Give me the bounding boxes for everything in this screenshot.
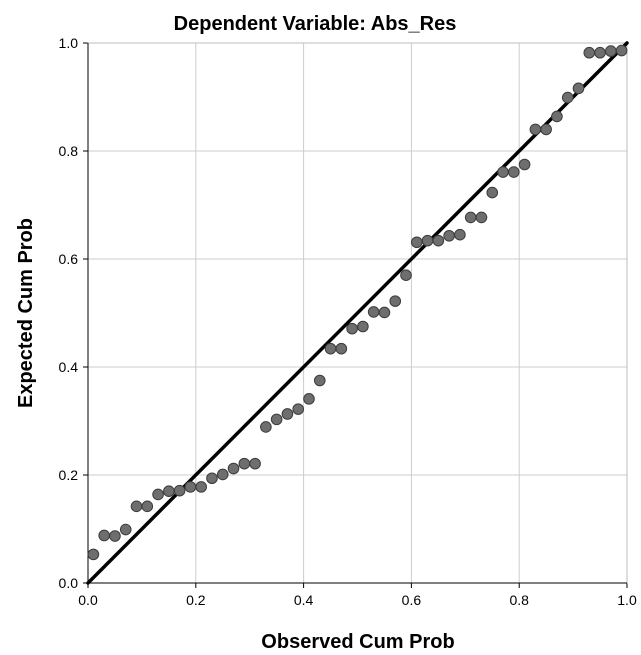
data-point bbox=[443, 229, 455, 242]
data-point bbox=[184, 481, 197, 493]
data-point bbox=[87, 548, 100, 561]
data-point bbox=[518, 158, 531, 171]
data-point bbox=[561, 91, 574, 104]
data-point bbox=[529, 123, 542, 136]
data-point bbox=[206, 472, 218, 485]
data-point bbox=[227, 462, 240, 475]
y-axis-label: Expected Cum Prob bbox=[15, 218, 37, 408]
grid-lines bbox=[88, 43, 627, 583]
x-tick-label: 0.0 bbox=[78, 592, 98, 608]
data-point bbox=[475, 211, 488, 224]
x-tick-label: 0.6 bbox=[402, 592, 422, 608]
data-point bbox=[540, 123, 552, 136]
data-point bbox=[281, 408, 294, 420]
y-tick-label: 0.8 bbox=[59, 143, 79, 159]
y-tick-label: 0.0 bbox=[59, 575, 79, 591]
data-point bbox=[508, 166, 520, 178]
data-point bbox=[260, 421, 272, 433]
y-tick-label: 0.6 bbox=[59, 251, 79, 267]
data-point bbox=[367, 306, 380, 318]
data-point bbox=[572, 82, 585, 95]
data-point bbox=[605, 45, 617, 57]
data-point bbox=[389, 295, 402, 307]
data-point bbox=[152, 488, 164, 501]
data-point bbox=[400, 269, 412, 282]
data-point bbox=[163, 485, 175, 498]
tick-labels: 0.0 0.2 0.4 0.6 0.8 1.0 0.0 0.2 0.4 0.6 0.8 1.0 bbox=[59, 35, 637, 608]
data-point bbox=[432, 234, 445, 247]
y-tick-label: 1.0 bbox=[59, 35, 79, 51]
data-point bbox=[313, 374, 326, 387]
data-points bbox=[87, 44, 628, 561]
data-point bbox=[173, 484, 186, 497]
x-axis-label: Observed Cum Prob bbox=[261, 631, 454, 653]
data-point bbox=[238, 457, 251, 470]
data-point bbox=[249, 457, 261, 470]
data-point bbox=[594, 46, 606, 59]
x-tick-label: 0.4 bbox=[294, 592, 314, 608]
data-point bbox=[195, 481, 207, 493]
data-point bbox=[216, 468, 229, 481]
data-point bbox=[303, 393, 315, 405]
x-tick-label: 0.2 bbox=[186, 592, 206, 608]
data-point bbox=[324, 342, 337, 355]
data-point bbox=[378, 306, 391, 319]
data-point bbox=[497, 166, 509, 178]
data-point bbox=[486, 186, 499, 199]
x-tick-label: 0.8 bbox=[509, 592, 529, 608]
data-point bbox=[583, 46, 596, 59]
data-point bbox=[615, 44, 628, 57]
data-point bbox=[357, 320, 369, 333]
data-point bbox=[98, 529, 110, 542]
data-point bbox=[454, 228, 466, 241]
data-point bbox=[464, 211, 477, 224]
data-point bbox=[119, 523, 132, 536]
axes bbox=[83, 42, 628, 588]
data-point bbox=[346, 322, 358, 335]
data-point bbox=[270, 413, 283, 426]
data-point bbox=[109, 530, 121, 542]
data-point bbox=[130, 500, 143, 513]
x-tick-label: 1.0 bbox=[617, 592, 637, 608]
chart-title: Dependent Variable: Abs_Res bbox=[174, 13, 457, 35]
data-point bbox=[551, 110, 563, 123]
data-point bbox=[335, 342, 348, 355]
data-point bbox=[421, 234, 434, 247]
y-tick-label: 0.4 bbox=[59, 359, 79, 375]
data-point bbox=[410, 236, 423, 249]
y-tick-label: 0.2 bbox=[59, 467, 79, 483]
data-point bbox=[141, 500, 154, 513]
data-point bbox=[292, 403, 305, 415]
